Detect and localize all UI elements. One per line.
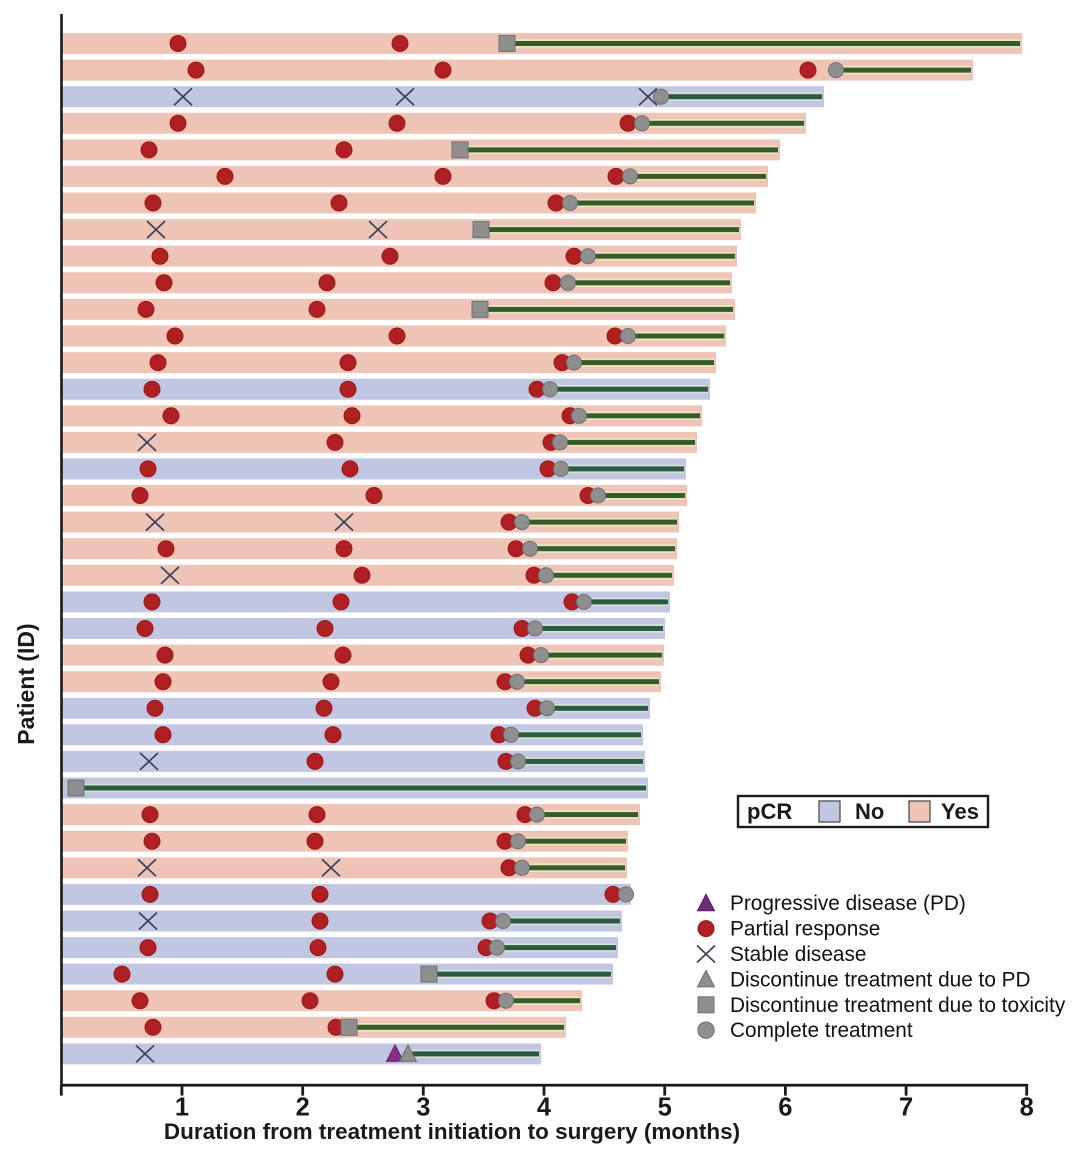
svg-text:Complete treatment: Complete treatment [730, 1019, 913, 1042]
svg-text:No: No [855, 799, 884, 824]
svg-text:Stable disease: Stable disease [730, 943, 866, 966]
svg-text:Yes: Yes [941, 799, 979, 824]
svg-text:Discontinue treatment due to t: Discontinue treatment due to toxicity [730, 994, 1066, 1017]
svg-text:Duration from treatment initia: Duration from treatment initiation to su… [164, 1119, 740, 1144]
svg-text:Patient (ID): Patient (ID) [13, 623, 39, 744]
svg-text:Progressive disease (PD): Progressive disease (PD) [730, 892, 966, 915]
svg-text:3: 3 [416, 1094, 430, 1122]
svg-text:Discontinue treatment due to P: Discontinue treatment due to PD [730, 968, 1031, 991]
svg-text:5: 5 [658, 1094, 672, 1122]
svg-text:7: 7 [899, 1094, 913, 1122]
svg-text:pCR: pCR [747, 799, 792, 824]
svg-text:4: 4 [537, 1094, 552, 1122]
svg-text:Partial response: Partial response [730, 918, 880, 941]
svg-text:8: 8 [1020, 1094, 1034, 1122]
svg-text:6: 6 [778, 1094, 792, 1122]
svg-text:2: 2 [296, 1094, 310, 1122]
svg-text:1: 1 [175, 1094, 189, 1122]
